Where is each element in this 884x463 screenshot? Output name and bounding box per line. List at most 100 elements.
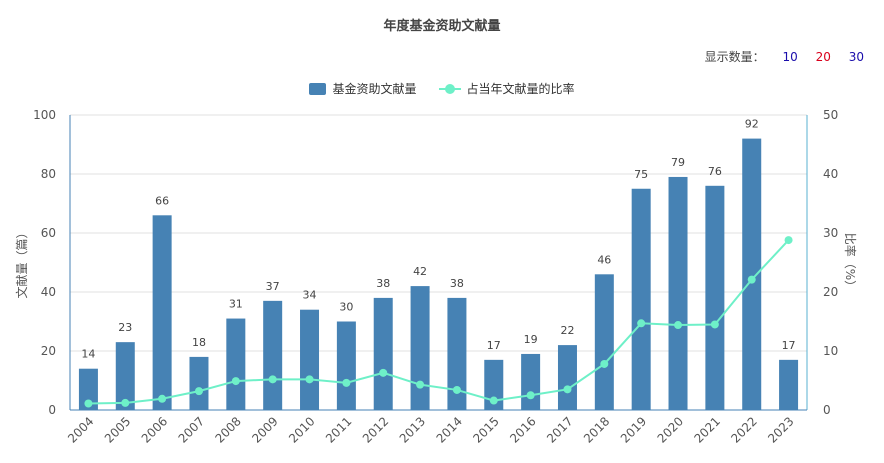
bar xyxy=(779,359,799,410)
ratio-point xyxy=(84,399,93,408)
bar-value-label: 38 xyxy=(376,277,390,290)
ratio-point xyxy=(305,375,314,384)
x-tick-label: 2020 xyxy=(655,414,686,445)
y-tick-label-left: 60 xyxy=(41,226,56,240)
x-tick-label: 2016 xyxy=(507,414,538,445)
bar xyxy=(410,286,430,410)
bar xyxy=(447,297,467,410)
y-tick-label-left: 40 xyxy=(41,285,56,299)
bar-value-label: 31 xyxy=(229,298,243,311)
x-tick-label: 2015 xyxy=(470,414,501,445)
ratio-point xyxy=(231,377,240,386)
display-count-option-30[interactable]: 30 xyxy=(848,50,864,64)
ratio-point xyxy=(416,380,425,389)
x-tick-label: 2008 xyxy=(212,414,243,445)
bar-value-label: 75 xyxy=(634,168,648,181)
bar xyxy=(521,353,541,410)
y-tick-label-right: 40 xyxy=(823,167,838,181)
x-tick-label: 2011 xyxy=(323,414,354,445)
bar xyxy=(115,342,135,410)
ratio-point xyxy=(158,394,167,403)
bar-value-label: 14 xyxy=(81,348,95,361)
ratio-point xyxy=(674,321,683,330)
bar-value-label: 79 xyxy=(671,156,685,169)
bar-value-label: 30 xyxy=(339,301,353,314)
chart-title: 年度基金资助文献量 xyxy=(383,19,501,34)
ratio-point xyxy=(489,396,498,405)
x-tick-label: 2009 xyxy=(249,414,280,445)
y-tick-label-right: 20 xyxy=(823,285,838,299)
bar xyxy=(668,176,688,410)
bar xyxy=(300,309,320,410)
legend-bar-label: 基金资助文献量 xyxy=(332,82,417,96)
x-tick-label: 2018 xyxy=(581,414,612,445)
bar-value-label: 42 xyxy=(413,265,427,278)
legend-item-line-series[interactable]: 占当年文献量的比率 xyxy=(438,80,575,97)
bar-value-label: 22 xyxy=(560,324,574,337)
bar xyxy=(78,368,98,410)
bar xyxy=(189,356,209,410)
bar xyxy=(631,188,651,410)
bar-value-label: 66 xyxy=(155,194,169,207)
x-tick-label: 2023 xyxy=(765,414,796,445)
bar-value-label: 23 xyxy=(118,321,132,334)
x-tick-label: 2012 xyxy=(360,414,391,445)
bar-value-label: 18 xyxy=(192,336,206,349)
bar xyxy=(336,321,356,410)
bar-value-label: 37 xyxy=(266,280,280,293)
bar xyxy=(373,297,393,410)
y-tick-label-left: 20 xyxy=(41,344,56,358)
bar-value-label: 19 xyxy=(524,333,538,346)
x-tick-label: 2021 xyxy=(691,414,722,445)
ratio-point xyxy=(600,359,609,368)
y-axis-title-left: 文献量（篇） xyxy=(14,226,29,298)
ratio-point xyxy=(194,387,203,396)
legend-item-bar-series[interactable]: 基金资助文献量 xyxy=(309,80,417,97)
y-tick-label-left: 0 xyxy=(48,403,56,417)
ratio-point xyxy=(342,378,351,387)
ratio-point xyxy=(747,275,756,284)
bar xyxy=(226,318,246,410)
display-count-option-10[interactable]: 10 xyxy=(782,50,798,64)
y-axis-title-right: 比率（%） xyxy=(843,233,858,292)
y-tick-label-right: 50 xyxy=(823,108,838,122)
bar-value-label: 38 xyxy=(450,277,464,290)
bar xyxy=(705,185,725,410)
display-count-control: 显示数量： 10 20 30 xyxy=(705,48,864,65)
bar xyxy=(484,359,504,410)
x-tick-label: 2014 xyxy=(434,414,465,445)
y-tick-label-left: 100 xyxy=(33,108,56,122)
legend-bar-swatch xyxy=(309,82,327,95)
bar xyxy=(594,274,614,410)
bar xyxy=(263,300,283,410)
x-tick-label: 2013 xyxy=(397,414,428,445)
chart-legend: 基金资助文献量 占当年文献量的比率 xyxy=(0,80,884,97)
bar-value-label: 17 xyxy=(487,339,501,352)
y-tick-label-right: 0 xyxy=(823,403,831,417)
legend-line-label: 占当年文献量的比率 xyxy=(466,82,575,96)
ratio-point xyxy=(710,320,719,329)
ratio-point xyxy=(784,236,793,245)
bar-value-label: 92 xyxy=(745,118,759,131)
bar xyxy=(557,345,577,410)
ratio-point xyxy=(563,385,572,394)
y-tick-label-right: 10 xyxy=(823,344,838,358)
x-tick-label: 2005 xyxy=(102,414,133,445)
x-tick-label: 2004 xyxy=(65,414,96,445)
x-tick-label: 2017 xyxy=(544,414,575,445)
x-tick-label: 2022 xyxy=(728,414,759,445)
ratio-point xyxy=(526,391,535,400)
display-count-option-20[interactable]: 20 xyxy=(815,50,831,64)
x-tick-label: 2010 xyxy=(286,414,317,445)
ratio-point xyxy=(379,368,388,377)
bar xyxy=(742,138,762,410)
bar-value-label: 17 xyxy=(782,339,796,352)
x-tick-label: 2007 xyxy=(176,414,207,445)
display-count-label: 显示数量： xyxy=(704,50,765,64)
x-tick-label: 2006 xyxy=(139,414,170,445)
ratio-point xyxy=(268,375,277,384)
ratio-point xyxy=(637,319,646,328)
y-tick-label-left: 80 xyxy=(41,167,56,181)
bar xyxy=(152,215,172,410)
